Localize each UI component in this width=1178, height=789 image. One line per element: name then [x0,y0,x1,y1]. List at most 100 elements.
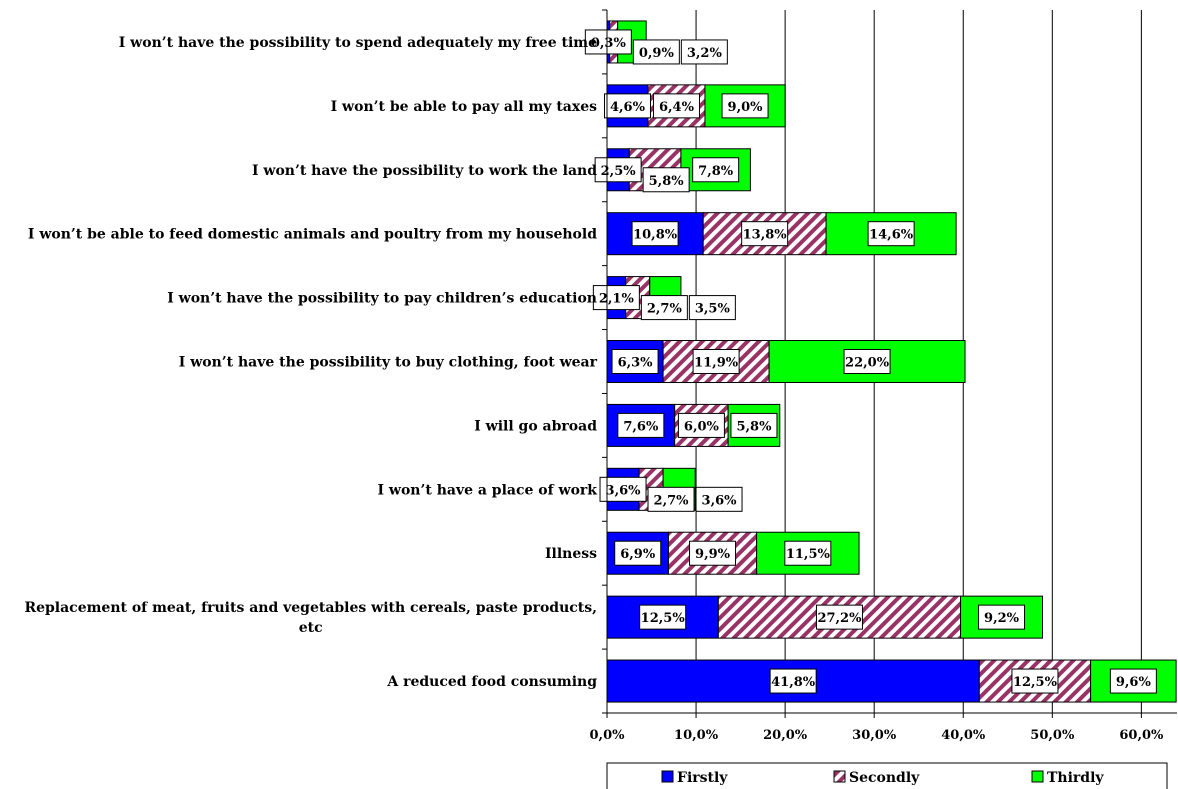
data-label: 14,6% [869,228,914,243]
legend-label-firstly: Firstly [677,770,728,786]
x-tick-label: 30,0% [852,728,897,743]
data-label: 5,8% [649,174,685,189]
category-label: I won’t have the possibility to spend ad… [119,35,597,51]
data-label-box [594,157,642,183]
data-label: 10,8% [633,228,678,243]
legend: Firstly Secondly Thirdly [606,762,1168,789]
data-label: 2,7% [654,493,690,508]
category-label: I won’t have the possibility to work the… [252,163,597,179]
x-tick-label: 0,0% [590,728,626,743]
data-label-box [599,476,647,502]
data-label-box [647,486,695,512]
data-label-box [652,93,700,119]
x-tick-label: 10,0% [674,728,719,743]
data-label: 0,9% [639,46,675,61]
data-label-box [692,157,740,183]
category-label: A reduced food consuming [386,674,597,690]
category-label: I won’t have the possibility to buy clot… [179,355,598,371]
legend-swatch-firstly [661,770,674,783]
data-label-box [867,221,915,247]
data-label-box [741,221,789,247]
axes: 0,0% 10,0% 20,0% 30,0% 40,0% 50,0% 60,0% [590,9,1177,743]
legend-swatch-secondly [833,770,846,783]
data-label: 12,5% [641,611,686,626]
data-label: 4,6% [610,100,646,115]
category-label: I won’t be able to feed domestic animals… [28,227,597,243]
data-label-box [639,604,687,630]
data-label: 2,1% [599,292,635,307]
data-label: 27,2% [817,611,862,626]
data-label-box [617,412,665,438]
category-label: I will go abroad [474,418,597,434]
data-label-box [769,668,817,694]
data-label: 3,6% [606,483,642,498]
data-label: 41,8% [771,675,816,690]
data-label-box [721,93,769,119]
legend-box [606,762,1168,789]
data-label-box [632,39,680,65]
data-label: 12,5% [1013,675,1058,690]
data-label-box [680,39,728,65]
data-label-box [603,93,651,119]
data-label-box [689,540,737,566]
category-label: I won’t have the possibility to pay chil… [167,291,597,307]
data-label-box [611,349,659,374]
data-label: 13,8% [743,228,788,243]
data-label: 5,8% [736,419,772,434]
legend-swatch-thirdly [1031,770,1044,783]
data-label: 11,5% [786,547,831,562]
bar-secondly [667,531,758,575]
data-label-box [677,412,725,438]
data-label-box [614,540,662,566]
data-label-box [692,349,740,374]
category-labels: I won’t have the possibility to spend ad… [24,35,597,690]
data-label-box [784,540,832,566]
data-label-box [843,349,891,374]
data-label: 3,2% [687,46,723,61]
legend-label-secondly: Secondly [849,770,920,786]
data-label-box [642,167,690,193]
data-label: 6,9% [620,547,656,562]
data-label: 0,3% [591,36,627,51]
data-label: 6,0% [684,419,720,434]
category-label: I won’t have a place of work [377,482,597,498]
category-label: Replacement of meat, fruits and vegetabl… [24,600,597,616]
category-label: Illness [545,546,597,562]
data-label: 22,0% [845,356,890,371]
data-label: 3,5% [695,302,731,317]
x-tick-label: 60,0% [1119,728,1164,743]
x-tick-label: 20,0% [763,728,808,743]
data-label-box [584,29,632,55]
data-label: 11,9% [694,356,739,371]
data-labels: 0,3% 0,9% 3,2% 4,6% 6,4% 9,0% 2,5% 5,8% 7,8% 10,8… [584,29,1157,694]
legend-label-thirdly: Thirdly [1047,770,1104,786]
data-label-box [1011,668,1059,694]
data-label: 6,3% [618,356,654,371]
data-label: 2,5% [601,164,637,179]
data-label: 9,6% [1116,675,1152,690]
data-label: 7,6% [623,419,659,434]
data-label: 2,7% [647,302,683,317]
data-label-box [688,295,736,321]
data-label: 9,2% [984,611,1020,626]
data-label-box [695,486,743,512]
data-label-box [631,221,679,247]
bar-secondly [717,595,962,639]
data-label: 9,9% [695,547,731,562]
category-label: etc [299,620,323,636]
data-label-box [815,604,863,630]
category-label: I won’t be able to pay all my taxes [331,99,597,115]
x-tick-label: 50,0% [1030,728,1075,743]
x-tick-label: 40,0% [941,728,986,743]
data-label-box [978,604,1026,630]
data-label: 9,0% [728,100,764,115]
data-label-box [730,412,778,438]
data-label-box [592,285,640,311]
data-label: 7,8% [698,164,734,179]
data-label-box [640,295,688,321]
data-label: 6,4% [659,100,695,115]
bar-thirdly [1090,659,1177,703]
data-label: 3,6% [702,493,738,508]
bar-secondly [702,212,827,256]
